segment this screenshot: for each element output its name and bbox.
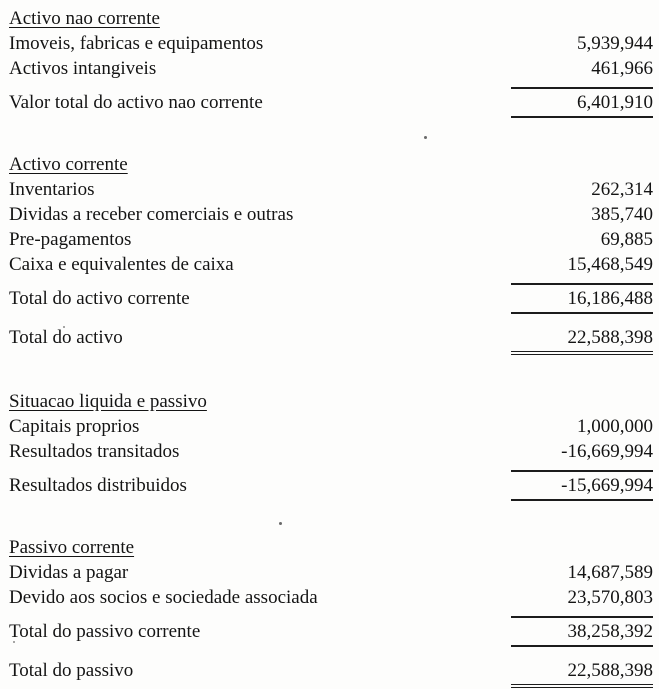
statement-row: Resultados distribuidos -15,669,994: [9, 470, 653, 501]
statement-section: Situacao liquida e passivo Capitais prop…: [9, 389, 653, 501]
scan-artifact-dot: [279, 522, 282, 525]
row-label: Caixa e equivalentes de caixa: [9, 254, 234, 275]
statement-row: Pre-pagamentos 69,885: [9, 227, 653, 252]
row-label: Total do passivo corrente: [9, 621, 201, 642]
statement-row: Activos intangiveis 461,966: [9, 56, 653, 81]
statement-section: Passivo corrente Dividas a pagar 14,687,…: [9, 535, 653, 688]
row-value: 15,468,549: [567, 254, 654, 275]
row-label: Resultados transitados: [9, 441, 180, 462]
row-label: Capitais proprios: [9, 416, 140, 437]
scan-artifact-dot: [63, 326, 65, 328]
section-rows: Dividas a pagar 14,687,589 Devido aos so…: [9, 560, 653, 688]
statement-row: Total do passivo corrente 38,258,392: [9, 616, 653, 647]
statement-row: Valor total do activo nao corrente 6,401…: [9, 87, 653, 118]
statement-row: Total do activo corrente 16,186,488: [9, 283, 653, 314]
row-label: Dividas a receber comerciais e outras: [9, 204, 294, 225]
section-heading: Passivo corrente: [9, 537, 135, 558]
scan-artifact-dot: [424, 136, 427, 139]
row-value: 5,939,944: [577, 33, 653, 54]
row-value: 262,314: [591, 179, 653, 200]
row-value: 1,000,000: [577, 416, 653, 437]
section-heading: Activo nao corrente: [9, 8, 160, 29]
statement-row: Dividas a receber comerciais e outras 38…: [9, 202, 653, 227]
section-rows: Inventarios 262,314 Dividas a receber co…: [9, 177, 653, 355]
section-rows: Capitais proprios 1,000,000 Resultados t…: [9, 414, 653, 501]
statement-row: Devido aos socios e sociedade associada …: [9, 585, 653, 610]
row-value: 22,588,398: [511, 325, 653, 355]
row-value: 16,186,488: [511, 283, 653, 314]
statement-section: Activo nao corrente Imoveis, fabricas e …: [9, 6, 653, 118]
statement-row: Imoveis, fabricas e equipamentos 5,939,9…: [9, 31, 653, 56]
statement-row: Total do passivo 22,588,398: [9, 658, 653, 688]
row-value: 461,966: [591, 58, 653, 79]
statement-row: Total do activo 22,588,398: [9, 325, 653, 355]
row-value: 385,740: [591, 204, 653, 225]
row-value: -16,669,994: [561, 441, 653, 462]
section-heading: Situacao liquida e passivo: [9, 391, 207, 412]
row-value: 23,570,803: [567, 587, 654, 608]
section-heading: Activo corrente: [9, 154, 128, 175]
statement-row: Dividas a pagar 14,687,589: [9, 560, 653, 585]
row-value: 69,885: [600, 229, 653, 250]
row-label: Devido aos socios e sociedade associada: [9, 587, 318, 608]
row-value: 6,401,910: [511, 87, 653, 118]
row-label: Valor total do activo nao corrente: [9, 92, 263, 113]
row-label: Resultados distribuidos: [9, 475, 187, 496]
scan-artifact-dot: [13, 641, 15, 643]
row-label: Total do activo corrente: [9, 288, 190, 309]
row-value: 38,258,392: [511, 616, 653, 647]
statement-row: Resultados transitados -16,669,994: [9, 439, 653, 464]
statement-row: Inventarios 262,314: [9, 177, 653, 202]
statement-row: Caixa e equivalentes de caixa 15,468,549: [9, 252, 653, 277]
row-label: Pre-pagamentos: [9, 229, 132, 250]
row-value: 14,687,589: [567, 562, 654, 583]
row-label: Dividas a pagar: [9, 562, 129, 583]
statement-row: Capitais proprios 1,000,000: [9, 414, 653, 439]
statement-section: Activo corrente Inventarios 262,314 Divi…: [9, 152, 653, 355]
row-label: Imoveis, fabricas e equipamentos: [9, 33, 264, 54]
row-label: Inventarios: [9, 179, 95, 200]
row-label: Activos intangiveis: [9, 58, 157, 79]
row-label: Total do activo: [9, 327, 123, 348]
row-value: 22,588,398: [511, 658, 653, 688]
section-rows: Imoveis, fabricas e equipamentos 5,939,9…: [9, 31, 653, 118]
row-label: Total do passivo: [9, 660, 134, 681]
row-value: -15,669,994: [511, 470, 653, 501]
